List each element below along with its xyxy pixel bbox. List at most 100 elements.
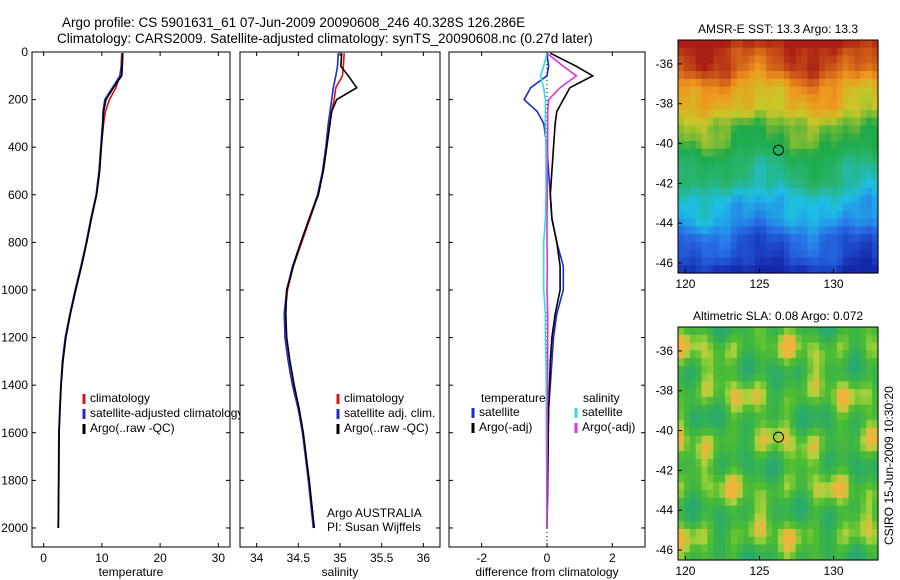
heatmap-cell [766,210,773,220]
heatmap-cell [807,78,814,88]
heatmap-cell [754,226,761,235]
heatmap-cell [783,342,791,351]
heatmap-cell [783,528,791,538]
heatmap-cell [736,125,744,134]
heatmap-cell [678,249,685,259]
heatmap-cell [736,552,744,561]
heatmap-cell [783,427,791,437]
heatmap-cell [725,334,732,344]
heatmap-cell [854,466,861,476]
plot-frame [239,51,441,548]
heatmap-cell [683,373,691,382]
heatmap-cell [760,443,767,452]
heatmap-cell [713,459,720,468]
heatmap-cell [689,179,697,189]
heatmap-cell [830,381,838,390]
heatmap-cell [719,435,726,445]
heatmap-cell [819,187,826,196]
heatmap-cell [695,482,703,491]
heatmap-cell [813,389,820,398]
heatmap-cell [695,249,703,259]
heatmap-cell [742,156,750,165]
heatmap-cell [783,241,791,251]
x-axis-label: salinity [322,565,359,579]
heatmap-cell [695,451,703,460]
heatmap-cell [748,451,756,460]
heatmap-cell [872,226,879,235]
heatmap-cell [772,179,779,189]
heatmap-cell [725,412,732,421]
heatmap-cell [866,358,873,367]
heatmap-cell [736,117,744,127]
heatmap-cell [736,474,744,483]
heatmap-cell [778,528,785,538]
heatmap-cell [848,179,856,189]
heatmap-cell [730,334,738,344]
heatmap-cell [766,420,773,429]
heatmap-cell [754,102,761,111]
heatmap-cell [807,71,814,80]
heatmap-cell [801,474,809,483]
heatmap-cell [801,47,809,57]
heatmap-cell [860,47,867,57]
heatmap-cell [866,536,873,546]
heatmap-cell [707,86,714,95]
heatmap-cell [866,544,873,553]
heatmap-cell [701,140,709,150]
heatmap-cell [713,148,720,158]
heatmap-cell [707,396,714,406]
heatmap-cell [713,381,720,390]
heatmap-cell [707,490,714,499]
heatmap-cell [766,412,773,421]
heatmap-cell [713,505,720,514]
heatmap-cell [801,497,809,507]
heatmap-cell [842,513,850,522]
heatmap-cell [789,334,797,344]
heatmap-cell [772,249,779,259]
heatmap-cell [830,412,838,421]
heatmap-cell [848,148,856,158]
heatmap-cell [742,55,750,64]
heatmap-cell [707,528,714,538]
heatmap-cell [830,451,838,460]
heatmap-cell [813,265,820,274]
heatmap-cell [760,552,767,561]
heatmap-cell [807,164,814,173]
heatmap-cell [754,63,761,72]
heatmap-cell [760,94,767,103]
heatmap-cell [860,490,867,499]
heatmap-cell [866,528,873,538]
heatmap-cell [789,265,797,274]
heatmap-cell [813,490,820,499]
heatmap-cell [807,226,814,235]
heatmap-cell [813,86,820,95]
heatmap-cell [695,396,703,406]
heatmap-cell [807,210,814,220]
heatmap-cell [830,125,838,134]
heatmap-cell [742,47,750,57]
heatmap-cell [801,420,809,429]
heatmap-cell [825,334,832,344]
heatmap-cell [707,505,714,514]
heatmap-cell [813,218,820,227]
heatmap-cell [736,71,744,80]
heatmap-cell [719,528,726,538]
heatmap-cell [730,536,738,546]
heatmap-cell [860,474,867,483]
heatmap-cell [719,86,726,95]
heatmap-cell [872,350,879,359]
heatmap-cell [830,420,838,429]
heatmap-cell [719,133,726,142]
heatmap-cell [795,117,803,127]
heatmap-cell [689,47,697,57]
heatmap-cell [813,544,820,553]
heatmap-cell [854,412,861,421]
heatmap-cell [854,63,861,72]
heatmap-cell [825,40,832,49]
heatmap-cell [689,172,697,181]
heatmap-cell [872,466,879,476]
heatmap-cell [778,342,785,351]
heatmap-cell [801,427,809,437]
heatmap-cell [730,210,738,220]
